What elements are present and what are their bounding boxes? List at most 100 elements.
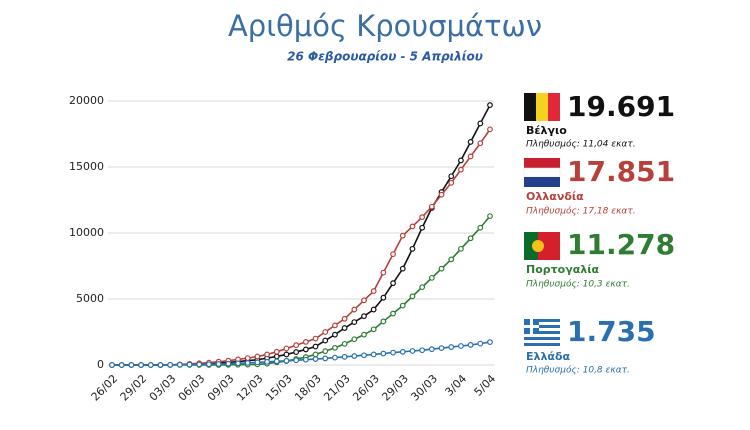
legend-population: Πληθυσμός: 17,18 εκατ. bbox=[526, 206, 636, 217]
data-point bbox=[157, 362, 164, 368]
legend-name: Ελλάδα bbox=[526, 350, 571, 363]
data-point bbox=[370, 351, 377, 358]
data-point bbox=[361, 313, 367, 320]
data-point bbox=[409, 293, 416, 300]
series-line bbox=[112, 128, 491, 366]
chart-title: Αριθμός Κρουσμάτων bbox=[228, 9, 542, 43]
x-tick-label: 26/03 bbox=[350, 372, 382, 404]
legend-value: 17.851 bbox=[567, 155, 675, 188]
data-point bbox=[176, 361, 183, 368]
x-tick-label: 12/03 bbox=[234, 372, 266, 404]
data-point bbox=[322, 355, 329, 362]
data-point bbox=[390, 280, 396, 287]
data-point bbox=[370, 326, 377, 333]
legend-population: Πληθυσμός: 10,8 εκατ. bbox=[526, 365, 630, 376]
data-point bbox=[458, 343, 464, 349]
data-point bbox=[118, 362, 125, 368]
y-tick-label: 15000 bbox=[69, 160, 104, 173]
data-point bbox=[293, 342, 300, 349]
data-point bbox=[467, 139, 474, 145]
legend-value: 11.278 bbox=[567, 228, 675, 261]
data-point bbox=[419, 347, 426, 354]
flag-belgium bbox=[524, 93, 560, 121]
series-line bbox=[112, 341, 491, 366]
data-point bbox=[341, 325, 348, 331]
data-point bbox=[332, 354, 338, 361]
x-tick-label: 29/03 bbox=[379, 372, 411, 404]
data-point bbox=[283, 345, 290, 352]
data-point bbox=[254, 359, 261, 366]
data-point bbox=[448, 173, 455, 180]
data-point bbox=[477, 120, 484, 127]
data-point bbox=[147, 362, 154, 368]
flag-portugal bbox=[524, 232, 560, 260]
data-point bbox=[467, 235, 474, 242]
data-point bbox=[399, 348, 406, 355]
data-point bbox=[399, 265, 406, 272]
data-point bbox=[487, 126, 493, 133]
data-point bbox=[341, 353, 348, 360]
data-point bbox=[390, 349, 396, 356]
data-point bbox=[128, 362, 135, 368]
data-point bbox=[186, 361, 193, 368]
data-point bbox=[409, 348, 416, 354]
data-point bbox=[351, 353, 358, 359]
data-point bbox=[419, 214, 426, 221]
data-point bbox=[467, 342, 474, 348]
data-point bbox=[380, 318, 387, 325]
data-point bbox=[341, 340, 348, 347]
legend-value: 19.691 bbox=[567, 90, 675, 123]
data-point bbox=[235, 360, 241, 367]
data-point bbox=[351, 319, 358, 326]
data-point bbox=[273, 348, 280, 355]
data-point bbox=[206, 361, 212, 368]
data-point bbox=[448, 256, 455, 263]
data-point bbox=[487, 213, 493, 220]
data-point bbox=[322, 348, 329, 355]
legend-value: 1.735 bbox=[567, 315, 656, 348]
data-point bbox=[302, 339, 309, 345]
legend-population: Πληθυσμός: 11,04 εκατ. bbox=[526, 139, 636, 150]
flag-greece bbox=[524, 319, 560, 346]
data-point bbox=[370, 306, 377, 313]
data-point bbox=[428, 203, 435, 210]
data-point bbox=[264, 351, 270, 358]
data-point bbox=[293, 357, 300, 364]
data-point bbox=[215, 361, 222, 367]
series-line bbox=[112, 104, 491, 366]
data-point bbox=[477, 224, 484, 231]
data-point bbox=[438, 345, 445, 352]
x-tick-label: 06/03 bbox=[176, 372, 208, 404]
data-point bbox=[448, 344, 455, 350]
data-point bbox=[332, 331, 338, 338]
data-point bbox=[361, 297, 367, 304]
data-point bbox=[196, 361, 203, 368]
x-tick-label: 3/04 bbox=[443, 372, 470, 399]
data-point bbox=[438, 191, 445, 198]
data-point bbox=[225, 360, 232, 367]
y-tick-label: 0 bbox=[97, 358, 104, 371]
data-point bbox=[390, 310, 396, 317]
data-point bbox=[254, 353, 261, 360]
data-point bbox=[448, 179, 455, 186]
data-point bbox=[283, 351, 290, 358]
data-point bbox=[109, 362, 115, 368]
y-tick-label: 20000 bbox=[69, 94, 104, 107]
data-point bbox=[273, 358, 280, 365]
data-point bbox=[428, 274, 435, 281]
data-point bbox=[351, 336, 358, 343]
data-point bbox=[264, 358, 270, 365]
data-point bbox=[380, 294, 387, 301]
data-point bbox=[332, 344, 338, 351]
data-point bbox=[380, 350, 387, 357]
data-point bbox=[409, 245, 416, 252]
data-point bbox=[438, 265, 445, 272]
x-tick-label: 03/03 bbox=[147, 372, 179, 404]
data-point bbox=[458, 245, 464, 252]
data-point bbox=[302, 356, 309, 363]
data-point bbox=[244, 355, 251, 362]
data-point bbox=[312, 351, 319, 358]
data-point bbox=[487, 102, 493, 108]
legend-name: Ολλανδία bbox=[526, 190, 584, 203]
